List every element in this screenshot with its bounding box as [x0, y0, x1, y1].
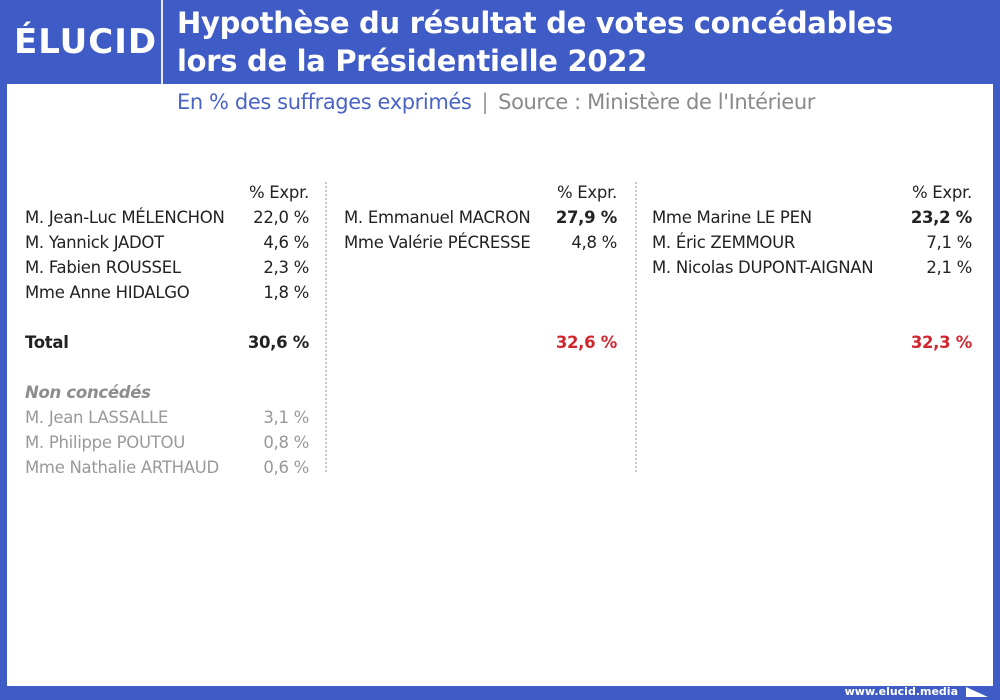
- table-row: M. Yannick JADOT 4,6 %: [25, 233, 309, 252]
- non-conceded-heading: Non concédés: [25, 383, 151, 402]
- table-row: M. Jean-Luc MÉLENCHON 22,0 %: [25, 208, 309, 227]
- total-row: Total 30,6 %: [25, 333, 309, 352]
- title-line-1: Hypothèse du résultat de votes concédabl…: [177, 6, 893, 40]
- column-header: % Expr.: [911, 183, 972, 202]
- total-row: 32,3 %: [910, 333, 972, 352]
- title-line-2: lors de la Présidentielle 2022: [177, 44, 647, 78]
- table-row: M. Philippe POUTOU 0,8 %: [25, 433, 309, 452]
- subtitle-unit: En % des suffrages exprimés: [177, 90, 472, 114]
- table-row: M. Emmanuel MACRON 27,9 %: [344, 208, 617, 227]
- column-header: % Expr.: [248, 183, 309, 202]
- table-row: M. Jean LASSALLE 3,1 %: [25, 408, 309, 427]
- column-divider: [325, 182, 327, 472]
- subtitle: En % des suffrages exprimés | Source : Min…: [177, 90, 815, 114]
- table-row: Mme Anne HIDALGO 1,8 %: [25, 283, 309, 302]
- table-row: Mme Marine LE PEN 23,2 %: [652, 208, 972, 227]
- table-row: Mme Nathalie ARTHAUD 0,6 %: [25, 458, 309, 477]
- table-row: M. Fabien ROUSSEL 2,3 %: [25, 258, 309, 277]
- logo-divider: [161, 0, 163, 84]
- table-row: M. Nicolas DUPONT-AIGNAN 2,1 %: [652, 258, 972, 277]
- elucid-logo: ÉLUCID: [14, 22, 158, 62]
- column-header: % Expr.: [556, 183, 617, 202]
- total-row: 32,6 %: [555, 333, 617, 352]
- flag-icon: [966, 687, 988, 697]
- footer-url: www.elucid.media: [844, 685, 958, 698]
- column-divider: [635, 182, 637, 472]
- subtitle-separator: |: [481, 90, 489, 114]
- table-row: M. Éric ZEMMOUR 7,1 %: [652, 233, 972, 252]
- page-title: Hypothèse du résultat de votes concédabl…: [177, 4, 893, 80]
- subtitle-source: Source : Ministère de l'Intérieur: [498, 90, 815, 114]
- content-panel: En % des suffrages exprimés | Source : Min…: [7, 84, 993, 686]
- header-band: ÉLUCID Hypothèse du résultat de votes co…: [0, 0, 1000, 84]
- table-row: Mme Valérie PÉCRESSE 4,8 %: [344, 233, 617, 252]
